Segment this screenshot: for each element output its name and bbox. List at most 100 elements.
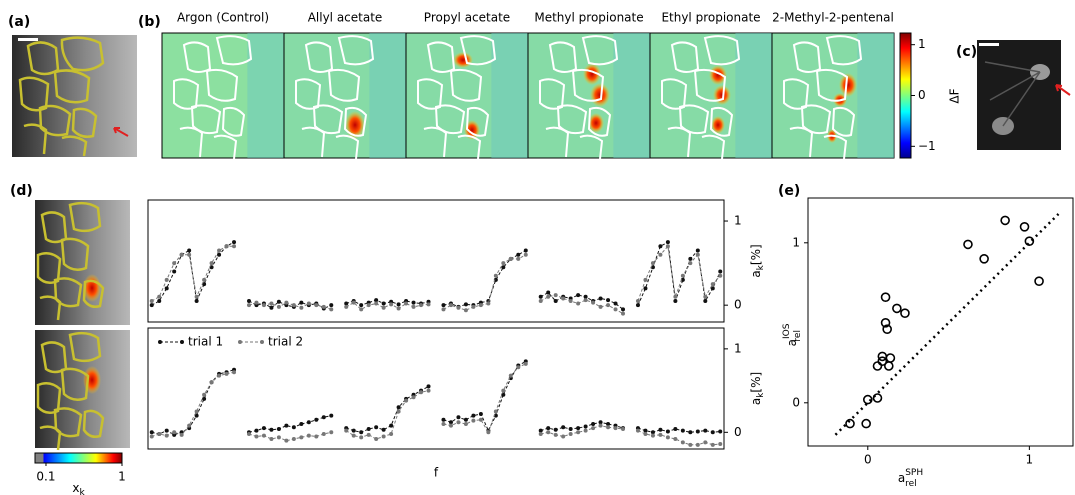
trace-point [164,286,169,291]
trace-point [598,296,603,301]
colorbar-tick-label: 0.1 [36,470,55,484]
activation [713,85,731,105]
y-tick-label: 1 [734,214,742,228]
scatter-point [885,353,896,363]
trace-point [463,421,468,426]
trace-point [516,252,521,257]
trace-point [224,371,229,376]
trace-point [568,298,573,303]
trace-point [523,361,528,366]
trace-point [688,261,693,266]
trace-point [486,301,491,306]
trace-point [202,392,207,397]
trace-point [643,277,648,282]
trace-point [478,303,483,308]
scatter-point [872,393,883,403]
trace-point [232,244,237,249]
scatter-point [900,308,910,319]
label-sub: k [756,392,766,398]
label-sub: rel [905,479,917,489]
trace-point [441,303,446,308]
trace-point [172,430,177,435]
trace-point [411,395,416,400]
colorbar-tick-label: 1 [918,37,926,51]
trace-point [149,430,154,435]
trace-point [561,434,566,439]
label-base: x [72,481,79,495]
trace-point [658,252,663,257]
trace-point [501,265,506,270]
trace-point [291,425,296,430]
trace-point [164,428,169,433]
trace-point [576,301,581,306]
x-axis-label: f [434,466,439,480]
trace-point [157,294,162,299]
trace-point [179,432,184,437]
trace-point [441,307,446,312]
trace-point [688,442,693,447]
scatter-point [979,253,989,264]
trace-point [508,373,513,378]
trace-point [187,423,192,428]
trace-point [381,301,386,306]
scatter-point [877,356,888,367]
heatmap-title: Methyl propionate [534,11,643,25]
trace-point [523,248,528,253]
trace-point [314,303,319,308]
trace-point [359,303,364,308]
trace-point [217,373,222,378]
trace-point [501,392,506,397]
trace-point [299,300,304,305]
heatmap-shade [613,33,650,158]
trace-point [246,431,251,436]
trace-point [246,303,251,308]
trace-point [411,304,416,309]
trace-point [299,305,304,310]
trace-point [404,301,409,306]
roi-image [35,200,130,325]
trace-point [321,431,326,436]
label-sub: rel [793,330,803,342]
activation [588,113,604,133]
trace-point [441,417,446,422]
trace-point [703,428,708,433]
trace-point [613,426,618,431]
heatmap-shade [369,33,406,158]
trace-point [606,298,611,303]
trace-point [329,430,334,435]
trace-point [695,442,700,447]
panel-label: (c) [956,44,977,60]
trace-point [284,438,289,443]
trace-point [658,432,663,437]
trace-point [613,301,618,306]
panel-label: (e) [778,183,800,199]
scatter-point [1034,276,1044,287]
trace-point [314,434,319,439]
trace-point [261,303,266,308]
legend-dot [180,340,184,344]
trace-point [419,390,424,395]
axis-label: ak[%] [749,372,766,405]
roi-image [35,330,130,448]
trace-point [703,294,708,299]
trace-point [643,431,648,436]
activation [709,65,727,85]
trace-point [217,252,222,257]
x-tick-label: 1 [1026,453,1034,467]
trace-point [359,307,364,312]
legend-label: trial 1 [188,335,223,349]
colorbar [34,452,123,464]
trace-point [710,442,715,447]
axis-label: ak[%] [749,244,766,277]
trace-point [471,304,476,309]
trace-point [254,300,259,305]
axis-label: aSPH rel [898,468,923,489]
trace-point [246,298,251,303]
trace-point [329,307,334,312]
legend-dot [158,340,162,344]
trace-point [276,426,281,431]
trace-point [321,415,326,420]
trace-point [284,423,289,428]
x-tick-label: 0 [864,453,872,467]
trace-point [284,300,289,305]
